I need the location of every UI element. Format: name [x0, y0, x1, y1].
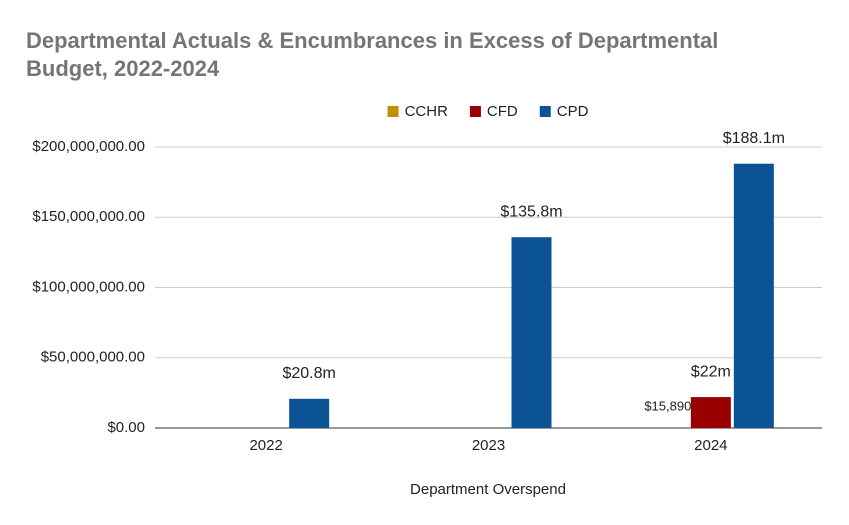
- legend-label: CPD: [557, 103, 589, 120]
- y-tick-label: $100,000,000.00: [32, 278, 145, 295]
- bar: [690, 397, 731, 428]
- y-tick-label: $200,000,000.00: [32, 138, 145, 155]
- bar: [733, 163, 774, 429]
- data-label: $22m: [691, 363, 731, 380]
- x-tick-label: 2024: [694, 437, 727, 454]
- legend-swatch: [539, 106, 551, 117]
- legend-swatch: [387, 106, 399, 117]
- legend-label: CCHR: [405, 103, 448, 120]
- data-label: $188.1m: [723, 130, 785, 147]
- x-tick-label: 2022: [249, 437, 282, 454]
- y-tick-label: $0.00: [107, 419, 145, 436]
- y-tick-label: $150,000,000.00: [32, 208, 145, 225]
- bar: [511, 237, 552, 428]
- data-label: $135.8m: [500, 203, 562, 220]
- y-tick-label: $50,000,000.00: [41, 349, 145, 366]
- bar: [289, 398, 330, 428]
- legend-label: CFD: [487, 103, 518, 120]
- x-tick-label: 2023: [472, 437, 505, 454]
- data-label: $20.8m: [282, 365, 335, 382]
- chart-title: Departmental Actuals & Encumbrances in E…: [26, 28, 719, 81]
- data-label: $15,890: [644, 398, 691, 413]
- x-axis-label: Department Overspend: [410, 481, 566, 498]
- legend-swatch: [469, 106, 481, 117]
